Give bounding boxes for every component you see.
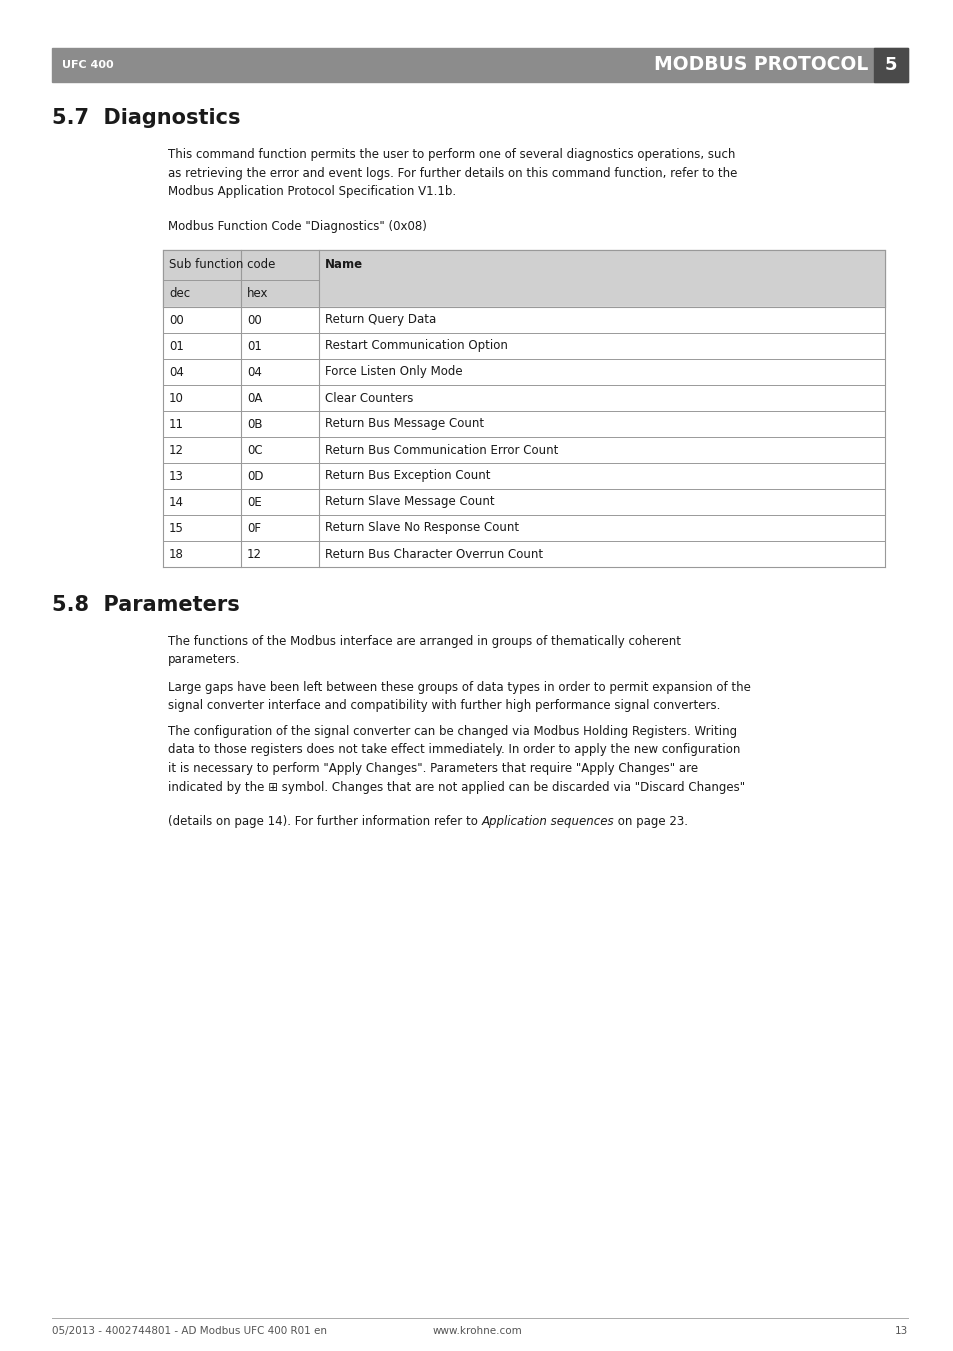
- Text: 13: 13: [169, 470, 184, 482]
- Text: MODBUS PROTOCOL: MODBUS PROTOCOL: [653, 55, 867, 74]
- Text: 0D: 0D: [247, 470, 263, 482]
- Text: Application sequences: Application sequences: [481, 815, 614, 828]
- Bar: [163, 411, 884, 436]
- Bar: [163, 489, 884, 515]
- Text: Return Bus Message Count: Return Bus Message Count: [325, 417, 483, 431]
- Text: The functions of the Modbus interface are arranged in groups of thematically coh: The functions of the Modbus interface ar…: [168, 635, 680, 666]
- Bar: [163, 280, 884, 307]
- Text: 14: 14: [169, 496, 184, 508]
- Text: 04: 04: [247, 366, 262, 378]
- Text: dec: dec: [169, 286, 190, 300]
- Text: Sub function code: Sub function code: [169, 258, 275, 272]
- Text: 00: 00: [247, 313, 261, 327]
- Text: 18: 18: [169, 547, 184, 561]
- Text: 05/2013 - 4002744801 - AD Modbus UFC 400 R01 en: 05/2013 - 4002744801 - AD Modbus UFC 400…: [52, 1325, 327, 1336]
- Text: on page 23.: on page 23.: [614, 815, 687, 828]
- Bar: [163, 250, 884, 280]
- Text: Clear Counters: Clear Counters: [325, 392, 413, 404]
- Text: 0E: 0E: [247, 496, 261, 508]
- Text: 01: 01: [169, 339, 184, 353]
- Text: UFC 400: UFC 400: [62, 59, 113, 70]
- Text: 04: 04: [169, 366, 184, 378]
- Text: Restart Communication Option: Restart Communication Option: [325, 339, 507, 353]
- Text: Force Listen Only Mode: Force Listen Only Mode: [325, 366, 462, 378]
- Bar: [163, 463, 884, 489]
- Bar: [163, 436, 884, 463]
- Bar: [163, 307, 884, 332]
- Text: Return Query Data: Return Query Data: [325, 313, 436, 327]
- Bar: [163, 515, 884, 540]
- Text: 5: 5: [883, 55, 897, 74]
- Text: Return Bus Character Overrun Count: Return Bus Character Overrun Count: [325, 547, 542, 561]
- Text: 12: 12: [169, 443, 184, 457]
- Bar: [163, 359, 884, 385]
- Text: hex: hex: [247, 286, 268, 300]
- Text: The configuration of the signal converter can be changed via Modbus Holding Regi: The configuration of the signal converte…: [168, 725, 744, 793]
- Text: 15: 15: [169, 521, 184, 535]
- Text: 01: 01: [247, 339, 262, 353]
- Text: Return Bus Exception Count: Return Bus Exception Count: [325, 470, 490, 482]
- Text: Return Slave Message Count: Return Slave Message Count: [325, 496, 494, 508]
- Text: Return Slave No Response Count: Return Slave No Response Count: [325, 521, 518, 535]
- Text: 00: 00: [169, 313, 184, 327]
- Text: (details on page 14). For further information refer to: (details on page 14). For further inform…: [168, 815, 481, 828]
- Text: 0C: 0C: [247, 443, 262, 457]
- Bar: [163, 332, 884, 359]
- Text: Return Bus Communication Error Count: Return Bus Communication Error Count: [325, 443, 558, 457]
- Text: Large gaps have been left between these groups of data types in order to permit : Large gaps have been left between these …: [168, 681, 750, 712]
- Text: 13: 13: [894, 1325, 907, 1336]
- Text: 0B: 0B: [247, 417, 262, 431]
- Text: 12: 12: [247, 547, 262, 561]
- Text: www.krohne.com: www.krohne.com: [432, 1325, 521, 1336]
- Bar: [163, 385, 884, 411]
- Text: Modbus Function Code "Diagnostics" (0x08): Modbus Function Code "Diagnostics" (0x08…: [168, 220, 426, 232]
- Text: 0F: 0F: [247, 521, 261, 535]
- Text: 11: 11: [169, 417, 184, 431]
- Bar: [52, 49, 907, 82]
- Text: 10: 10: [169, 392, 184, 404]
- Text: 5.8  Parameters: 5.8 Parameters: [52, 594, 239, 615]
- Bar: [873, 49, 907, 82]
- Text: 0A: 0A: [247, 392, 262, 404]
- Text: Name: Name: [325, 258, 363, 272]
- Bar: [163, 540, 884, 567]
- Text: 5.7  Diagnostics: 5.7 Diagnostics: [52, 108, 240, 128]
- Text: This command function permits the user to perform one of several diagnostics ope: This command function permits the user t…: [168, 149, 737, 199]
